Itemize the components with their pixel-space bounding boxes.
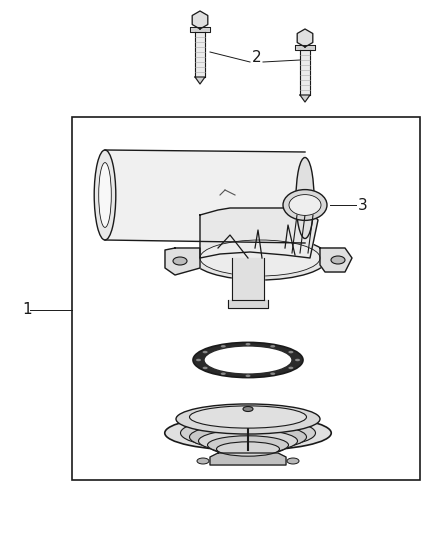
Ellipse shape [198,430,297,453]
Ellipse shape [192,236,328,280]
Text: 3: 3 [358,198,368,213]
Ellipse shape [216,442,279,456]
Ellipse shape [246,343,251,345]
Ellipse shape [193,342,303,377]
Text: 1: 1 [22,303,32,318]
Polygon shape [232,258,264,300]
Polygon shape [165,248,200,275]
Ellipse shape [331,256,345,264]
Ellipse shape [283,190,327,221]
Ellipse shape [180,418,315,448]
Ellipse shape [203,422,293,456]
Ellipse shape [288,351,293,353]
Ellipse shape [221,345,226,348]
Polygon shape [195,32,205,77]
Ellipse shape [190,406,307,428]
Polygon shape [300,50,310,95]
Ellipse shape [287,458,299,464]
Ellipse shape [270,373,275,375]
Polygon shape [190,27,210,32]
Ellipse shape [99,163,111,228]
Ellipse shape [203,367,208,369]
Polygon shape [297,29,313,47]
Ellipse shape [190,424,307,450]
Ellipse shape [196,359,201,361]
Ellipse shape [94,150,116,240]
Ellipse shape [289,195,321,215]
Ellipse shape [204,346,292,374]
Ellipse shape [221,373,226,375]
Ellipse shape [295,359,300,361]
Polygon shape [195,77,205,84]
Ellipse shape [246,375,251,377]
Ellipse shape [296,157,314,238]
Polygon shape [105,150,305,244]
Ellipse shape [208,436,289,454]
Polygon shape [300,95,310,102]
Bar [72,117,420,480]
Polygon shape [228,300,268,308]
Ellipse shape [270,345,275,348]
Polygon shape [210,453,286,465]
Polygon shape [295,45,315,50]
Polygon shape [192,11,208,29]
Polygon shape [200,208,318,258]
Ellipse shape [203,351,208,353]
Ellipse shape [243,407,253,411]
Ellipse shape [197,458,209,464]
Ellipse shape [173,257,187,265]
Polygon shape [320,248,352,272]
Ellipse shape [288,367,293,369]
Ellipse shape [200,240,320,276]
Ellipse shape [165,416,331,450]
Ellipse shape [176,404,320,434]
Text: 2: 2 [252,51,261,66]
